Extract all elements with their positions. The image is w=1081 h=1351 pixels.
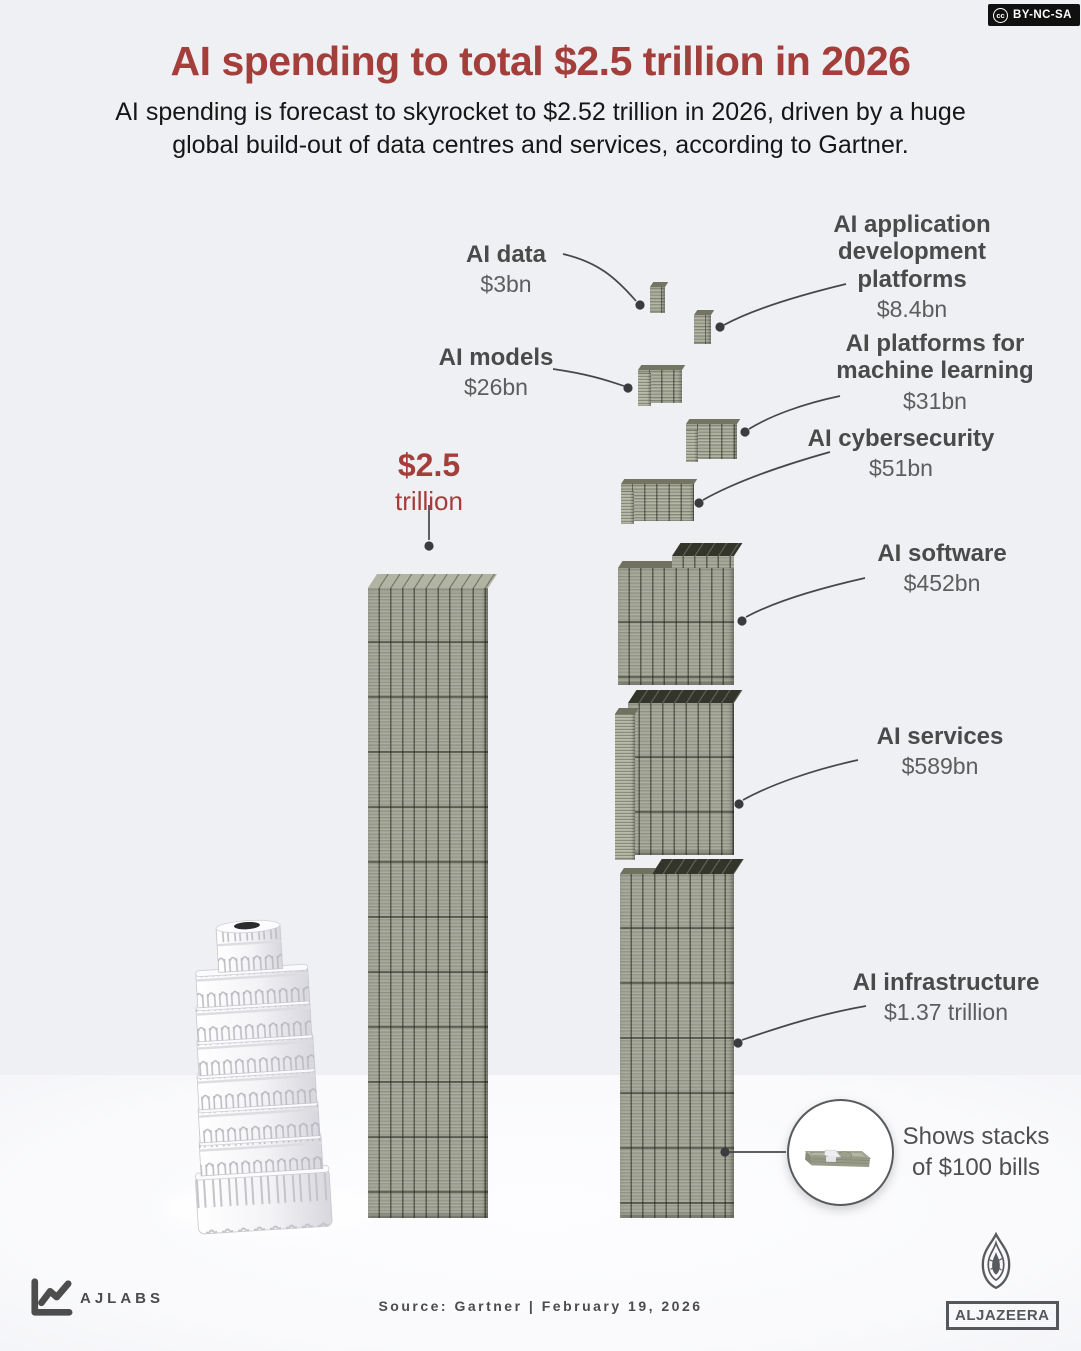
stack-total — [368, 588, 488, 1218]
stack-ai-models — [638, 370, 682, 406]
stack-software — [618, 568, 734, 685]
stack-infrastructure-top — [652, 859, 744, 874]
callout-infrastructure-value: $1.37 trillion — [883, 999, 1009, 1026]
stack-ml-platforms — [686, 424, 737, 462]
aljazeera-flame-icon — [981, 1231, 1011, 1290]
callout-cybersecurity-value: $51bn — [869, 455, 933, 482]
leaning-tower-of-pisa — [194, 919, 333, 1235]
aljazeera-logo: ALJAZEERA — [946, 1231, 1059, 1330]
stack-app-dev-platforms — [694, 315, 711, 344]
cc-license-badge: cc BY-NC-SA — [988, 4, 1080, 26]
callout-ai-models-value: $26bn — [464, 374, 528, 401]
callout-ai-data-name: AI data — [465, 241, 546, 268]
total-unit: trillion — [395, 486, 463, 516]
callout-infrastructure: AI infrastructure $1.37 trillion — [826, 969, 1066, 1026]
callout-ai-data-value: $3bn — [480, 271, 532, 298]
callout-software-name: AI software — [877, 540, 1007, 567]
bills-inset-circle — [787, 1099, 894, 1206]
callout-services-name: AI services — [876, 723, 1004, 750]
stack-software-upper — [672, 556, 734, 568]
source-text: Source: Gartner | February 19, 2026 — [378, 1298, 703, 1314]
stack-total-top — [368, 574, 498, 588]
ajlabs-logo: AJLABS — [28, 1277, 164, 1319]
callout-app-dev-platforms: AI application development platforms $8.… — [802, 211, 1022, 323]
stack-infrastructure — [620, 874, 734, 1218]
callout-software-value: $452bn — [903, 570, 981, 597]
callout-ml-platforms-name: AI platforms for machine learning — [836, 330, 1034, 385]
callout-ai-data: AI data $3bn — [416, 241, 596, 298]
callout-software: AI software $452bn — [842, 540, 1042, 597]
line-chart-icon — [31, 1278, 73, 1316]
callout-ai-models-name: AI models — [438, 344, 554, 371]
callout-ml-platforms-value: $31bn — [903, 387, 967, 414]
stack-software-left-top — [618, 561, 677, 568]
callout-services: AI services $589bn — [840, 723, 1040, 780]
cc-icon: cc — [993, 7, 1008, 23]
page-subtitle: AI spending is forecast to skyrocket to … — [115, 98, 966, 159]
ajlabs-label: AJLABS — [80, 1289, 165, 1307]
callout-ai-models: AI models $26bn — [406, 344, 586, 401]
stack-services-top — [628, 690, 743, 703]
aljazeera-label: ALJAZEERA — [946, 1301, 1059, 1330]
cc-license-text: BY-NC-SA — [1013, 9, 1072, 21]
stack-services-left — [615, 714, 635, 860]
total-value: $2.5 — [397, 447, 461, 483]
stack-services — [628, 703, 734, 855]
total-label: $2.5 trillion — [354, 447, 504, 517]
bills-note: Shows stacks of $100 bills — [902, 1123, 1050, 1181]
callout-ml-platforms: AI platforms for machine learning $31bn — [815, 330, 1055, 414]
hundred-dollar-bills-icon — [804, 1149, 871, 1167]
page-title: AI spending to total $2.5 trillion in 20… — [170, 38, 911, 84]
callout-cybersecurity-name: AI cybersecurity — [807, 425, 995, 452]
stack-software-top — [672, 543, 743, 556]
callout-services-value: $589bn — [901, 753, 979, 780]
stack-cybersecurity — [621, 484, 694, 524]
callout-app-dev-platforms-value: $8.4bn — [876, 296, 948, 323]
stack-ai-data — [650, 287, 665, 313]
callout-cybersecurity: AI cybersecurity $51bn — [771, 425, 1031, 482]
callout-infrastructure-name: AI infrastructure — [852, 969, 1040, 996]
callout-app-dev-platforms-name: AI application development platforms — [833, 211, 991, 293]
